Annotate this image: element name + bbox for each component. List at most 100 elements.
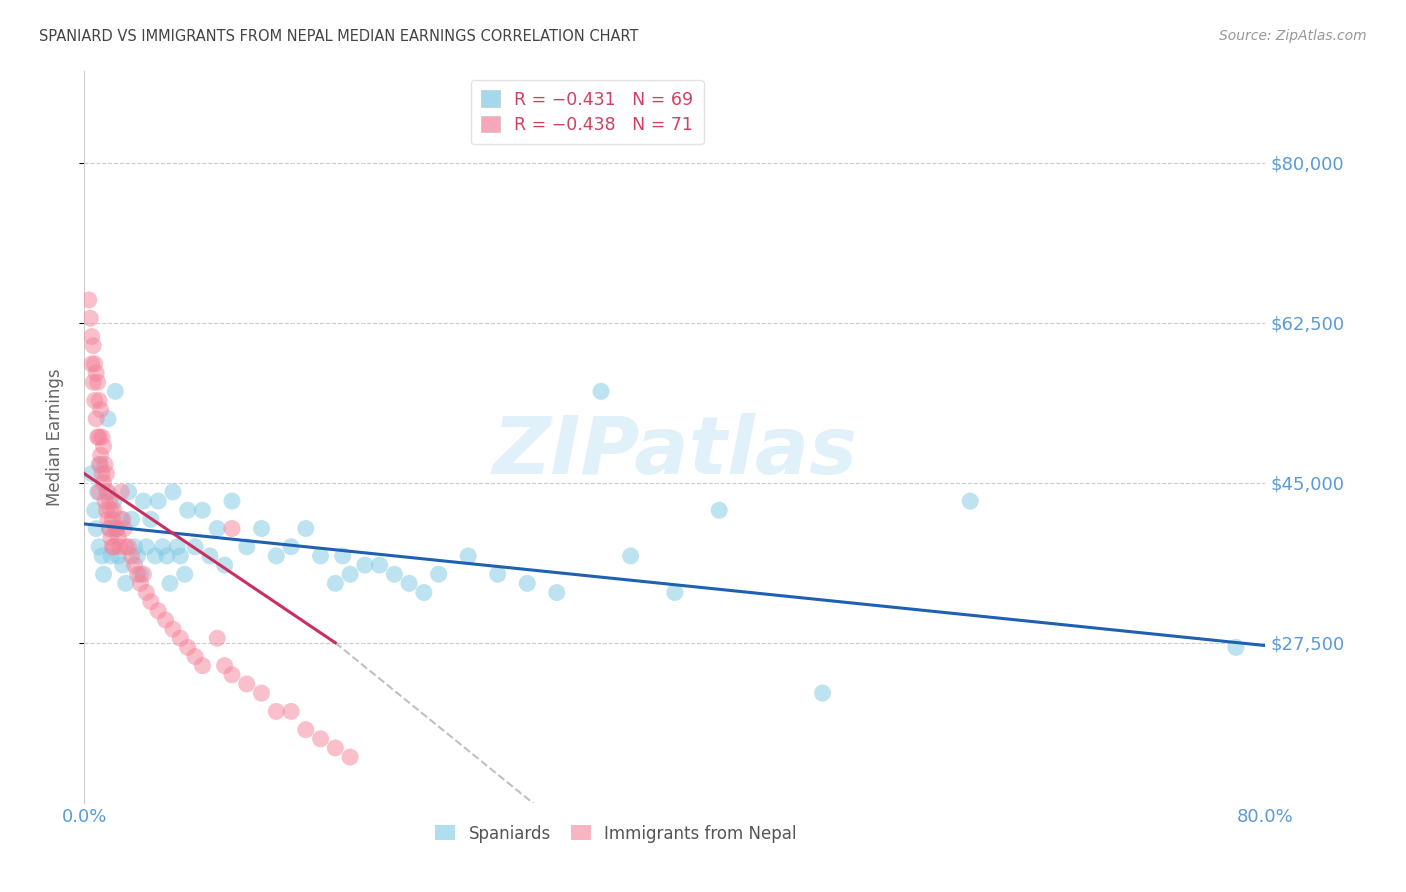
Point bbox=[169, 549, 191, 563]
Point bbox=[105, 521, 128, 535]
Point bbox=[114, 540, 136, 554]
Point bbox=[339, 750, 361, 764]
Point bbox=[112, 521, 135, 535]
Point bbox=[124, 558, 146, 573]
Point bbox=[162, 622, 184, 636]
Point bbox=[114, 576, 136, 591]
Point bbox=[162, 484, 184, 499]
Point bbox=[486, 567, 509, 582]
Point bbox=[309, 731, 332, 746]
Point bbox=[124, 540, 146, 554]
Point bbox=[121, 549, 143, 563]
Point bbox=[84, 411, 107, 425]
Point bbox=[198, 549, 221, 563]
Legend: Spaniards, Immigrants from Nepal: Spaniards, Immigrants from Nepal bbox=[429, 818, 803, 849]
Point bbox=[87, 458, 111, 472]
Point bbox=[382, 567, 406, 582]
Point bbox=[148, 604, 170, 618]
Point bbox=[152, 540, 174, 554]
Point bbox=[155, 613, 177, 627]
Point bbox=[221, 494, 243, 508]
Point bbox=[83, 393, 105, 408]
Point bbox=[546, 585, 568, 599]
Point bbox=[1225, 640, 1247, 655]
Point bbox=[84, 366, 107, 380]
Point bbox=[295, 521, 318, 535]
Point bbox=[86, 375, 108, 389]
Point bbox=[110, 512, 132, 526]
Point bbox=[82, 338, 104, 352]
Point bbox=[339, 567, 361, 582]
Point bbox=[121, 512, 143, 526]
Point bbox=[98, 521, 121, 535]
Point bbox=[143, 549, 166, 563]
Point bbox=[101, 540, 124, 554]
Text: SPANIARD VS IMMIGRANTS FROM NEPAL MEDIAN EARNINGS CORRELATION CHART: SPANIARD VS IMMIGRANTS FROM NEPAL MEDIAN… bbox=[39, 29, 638, 44]
Point bbox=[191, 503, 214, 517]
Point bbox=[236, 540, 259, 554]
Point bbox=[177, 640, 200, 655]
Point bbox=[177, 503, 200, 517]
Point bbox=[80, 357, 103, 371]
Point bbox=[236, 677, 259, 691]
Point bbox=[664, 585, 686, 599]
Point bbox=[93, 567, 115, 582]
Point bbox=[250, 521, 273, 535]
Point bbox=[104, 521, 127, 535]
Point bbox=[83, 357, 105, 371]
Point bbox=[107, 549, 129, 563]
Point bbox=[86, 484, 108, 499]
Point bbox=[135, 585, 157, 599]
Point bbox=[156, 549, 179, 563]
Point bbox=[250, 686, 273, 700]
Point bbox=[87, 393, 111, 408]
Point bbox=[103, 503, 125, 517]
Point bbox=[132, 567, 155, 582]
Point bbox=[427, 567, 450, 582]
Point bbox=[118, 484, 141, 499]
Y-axis label: Median Earnings: Median Earnings bbox=[45, 368, 63, 506]
Point bbox=[159, 576, 181, 591]
Point bbox=[110, 484, 132, 499]
Point bbox=[82, 375, 104, 389]
Point bbox=[96, 484, 118, 499]
Point bbox=[97, 484, 120, 499]
Point bbox=[166, 540, 188, 554]
Point bbox=[354, 558, 377, 573]
Point bbox=[97, 411, 120, 425]
Point bbox=[139, 512, 162, 526]
Point bbox=[77, 293, 100, 307]
Text: ZIPatlas: ZIPatlas bbox=[492, 413, 858, 491]
Point bbox=[104, 384, 127, 399]
Point bbox=[332, 549, 354, 563]
Point bbox=[457, 549, 479, 563]
Point bbox=[132, 494, 155, 508]
Point bbox=[108, 540, 131, 554]
Point bbox=[90, 402, 112, 417]
Point bbox=[87, 430, 111, 444]
Point bbox=[79, 311, 101, 326]
Point bbox=[111, 512, 134, 526]
Point bbox=[280, 705, 302, 719]
Point bbox=[84, 521, 107, 535]
Point bbox=[87, 540, 111, 554]
Point bbox=[93, 475, 115, 490]
Point bbox=[620, 549, 643, 563]
Point bbox=[139, 594, 162, 608]
Point bbox=[80, 329, 103, 343]
Point bbox=[111, 558, 134, 573]
Point bbox=[148, 494, 170, 508]
Point bbox=[184, 540, 207, 554]
Point bbox=[96, 467, 118, 481]
Point bbox=[811, 686, 834, 700]
Point bbox=[103, 540, 125, 554]
Point bbox=[87, 484, 111, 499]
Point bbox=[214, 658, 236, 673]
Point bbox=[107, 531, 129, 545]
Point bbox=[413, 585, 436, 599]
Point bbox=[98, 521, 121, 535]
Point bbox=[83, 503, 105, 517]
Point bbox=[105, 521, 128, 535]
Point bbox=[94, 458, 117, 472]
Point bbox=[118, 540, 141, 554]
